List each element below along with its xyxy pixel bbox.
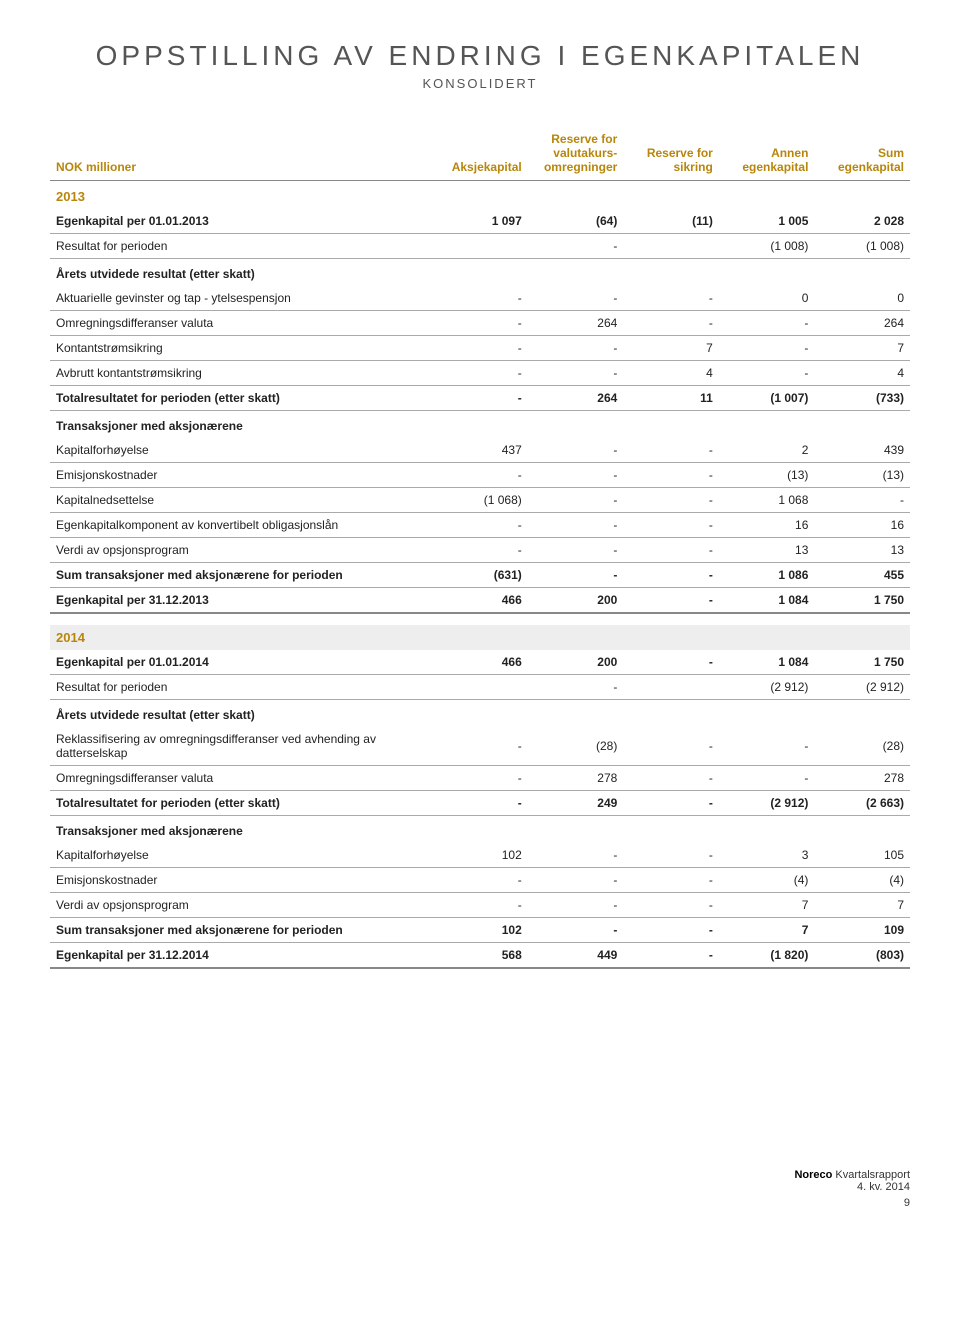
table-row: Sum transaksjoner med aksjonærene for pe… xyxy=(50,563,910,588)
footer-line2: 4. kv. 2014 xyxy=(857,1181,910,1193)
col-annen: Annen egenkapital xyxy=(719,127,815,181)
table-row: Egenkapital per 01.01.20131 097(64)(11)1… xyxy=(50,209,910,234)
col-sum: Sum egenkapital xyxy=(814,127,910,181)
table-row: Kontantstrømsikring--7-7 xyxy=(50,336,910,361)
table-row: Verdi av opsjonsprogram---77 xyxy=(50,893,910,918)
page-title: OPPSTILLING AV ENDRING I EGENKAPITALEN xyxy=(50,40,910,72)
section-heading: Årets utvidede resultat (etter skatt) xyxy=(50,700,910,728)
year-2014-label: 2014 xyxy=(50,625,910,650)
col-sikring: Reserve for sikring xyxy=(623,127,719,181)
table-row: Egenkapital per 31.12.2014568449-(1 820)… xyxy=(50,943,910,969)
table-row: Kapitalforhøyelse102--3105 xyxy=(50,843,910,868)
table-row: Emisjonskostnader---(4)(4) xyxy=(50,868,910,893)
table-row: Verdi av opsjonsprogram---1313 xyxy=(50,538,910,563)
table-row: Emisjonskostnader---(13)(13) xyxy=(50,463,910,488)
table-row: Kapitalnedsettelse(1 068)--1 068- xyxy=(50,488,910,513)
footer-brand: Noreco xyxy=(794,1169,832,1181)
table-row: Sum transaksjoner med aksjonærene for pe… xyxy=(50,918,910,943)
equity-table: NOK millioner Aksjekapital Reserve for v… xyxy=(50,127,910,969)
page-subtitle: KONSOLIDERT xyxy=(50,76,910,91)
page-number: 9 xyxy=(50,1197,910,1209)
table-row: Avbrutt kontantstrømsikring--4-4 xyxy=(50,361,910,386)
table-row: Resultat for perioden-(2 912)(2 912) xyxy=(50,675,910,700)
table-row: Egenkapital per 31.12.2013466200-1 0841 … xyxy=(50,588,910,614)
col-aksje: Aksjekapital xyxy=(432,127,528,181)
footer: Noreco Kvartalsrapport 4. kv. 2014 xyxy=(50,1169,910,1193)
table-row: Resultat for perioden-(1 008)(1 008) xyxy=(50,234,910,259)
table-row: Omregningsdifferanser valuta-264--264 xyxy=(50,311,910,336)
col-nok: NOK millioner xyxy=(50,127,432,181)
table-row: Totalresultatet for perioden (etter skat… xyxy=(50,386,910,411)
table-row: Reklassifisering av omregningsdifferanse… xyxy=(50,727,910,766)
year-2013-label: 2013 xyxy=(50,181,910,210)
table-row: Omregningsdifferanser valuta-278--278 xyxy=(50,766,910,791)
table-row: Totalresultatet for perioden (etter skat… xyxy=(50,791,910,816)
section-heading: Transaksjoner med aksjonærene xyxy=(50,816,910,844)
footer-text: Kvartalsrapport xyxy=(835,1169,910,1181)
col-valuta: Reserve for valutakurs-omregninger xyxy=(528,127,624,181)
section-heading: Årets utvidede resultat (etter skatt) xyxy=(50,259,910,287)
section-heading: Transaksjoner med aksjonærene xyxy=(50,411,910,439)
table-row: Aktuarielle gevinster og tap - ytelsespe… xyxy=(50,286,910,311)
table-row: Egenkapital per 01.01.2014466200-1 0841 … xyxy=(50,650,910,675)
table-row: Kapitalforhøyelse437--2439 xyxy=(50,438,910,463)
table-row: Egenkapitalkomponent av konvertibelt obl… xyxy=(50,513,910,538)
header-row: NOK millioner Aksjekapital Reserve for v… xyxy=(50,127,910,181)
